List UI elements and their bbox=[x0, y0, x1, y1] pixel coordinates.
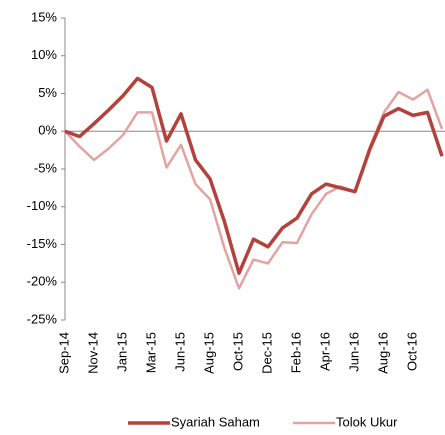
x-tick-label: Jun-15 bbox=[172, 332, 187, 372]
x-tick-label: Oct-16 bbox=[404, 332, 419, 371]
x-tick-label: Sep-14 bbox=[56, 332, 71, 374]
legend-label: Syariah Saham bbox=[171, 414, 260, 429]
legend-label: Tolok Ukur bbox=[336, 414, 398, 429]
y-tick-label: -15% bbox=[27, 236, 58, 251]
x-tick-label: Jan-15 bbox=[114, 332, 129, 372]
y-tick-label: 15% bbox=[31, 9, 57, 24]
y-tick-label: -5% bbox=[34, 160, 58, 175]
x-tick-label: Dec-15 bbox=[259, 332, 274, 374]
y-tick-label: -10% bbox=[27, 198, 58, 213]
x-tick-label: Jun-16 bbox=[346, 332, 361, 372]
series-line bbox=[64, 88, 444, 290]
x-tick-label: Aug-15 bbox=[201, 332, 216, 374]
x-tick-label: Oct-15 bbox=[230, 332, 245, 371]
x-tick-label: Feb-16 bbox=[288, 332, 303, 373]
y-tick-label: -25% bbox=[27, 311, 58, 326]
series-line bbox=[64, 76, 444, 275]
y-tick-label: 10% bbox=[31, 47, 57, 62]
y-tick-label: -20% bbox=[27, 274, 58, 289]
y-tick-label: 0% bbox=[38, 123, 57, 138]
x-tick-label: Apr-16 bbox=[317, 332, 332, 371]
x-tick-label: Mar-15 bbox=[143, 332, 158, 373]
x-tick-label: Aug-16 bbox=[375, 332, 390, 374]
y-tick-label: 5% bbox=[38, 85, 57, 100]
x-tick-label: Nov-14 bbox=[85, 332, 100, 374]
